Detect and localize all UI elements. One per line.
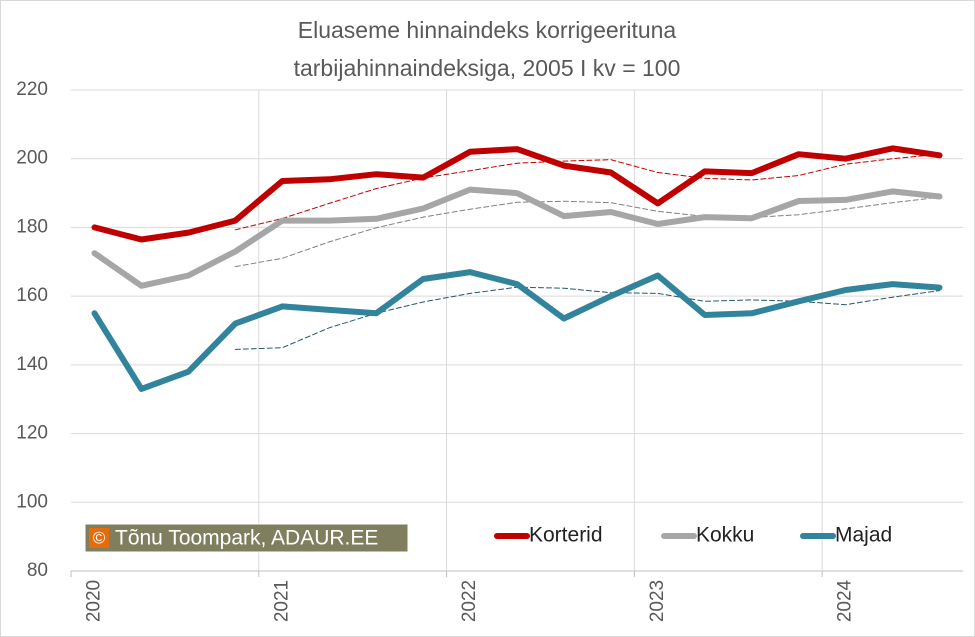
lines	[91, 145, 943, 392]
y-tick-label: 140	[16, 354, 48, 375]
x-tick-label: 2024	[835, 579, 856, 622]
trend-line	[234, 153, 940, 231]
chart-title: Eluaseme hinnaindeks korrigeerituna	[298, 17, 677, 43]
credit-icon	[89, 528, 109, 548]
legend-label: Korterid	[529, 524, 603, 547]
y-tick-label: 180	[16, 216, 48, 237]
credit-text: Tõnu Toompark, ADAUR.EE	[115, 527, 378, 550]
x-tick-label: 2020	[83, 580, 104, 622]
trend-line	[234, 286, 940, 350]
trend-line	[234, 196, 940, 268]
y-tick-label: 80	[27, 560, 48, 581]
y-tick-label: 200	[16, 148, 48, 169]
x-tick-label: 2023	[647, 580, 668, 622]
grid: 80 100 120 140 160 180 200 220 2020 2021 2022 2023 2…	[16, 79, 963, 622]
y-tick-label: 160	[16, 285, 48, 306]
x-tick-label: 2021	[271, 580, 292, 622]
series-line	[91, 186, 943, 289]
credit-box	[84, 523, 409, 553]
chart-title: tarbijahinnaindeksiga, 2005 I kv = 100	[294, 55, 681, 81]
legend-label: Majad	[835, 524, 892, 547]
legend-label: Kokku	[696, 524, 754, 547]
series-line	[91, 145, 943, 243]
legend: Korterid Kokku Majad	[494, 524, 892, 547]
title-background	[238, 8, 738, 88]
credit-symbol: ©	[93, 528, 106, 547]
y-tick-label: 220	[16, 79, 48, 100]
series-line	[91, 269, 943, 392]
y-tick-label: 100	[16, 491, 48, 512]
y-tick-label: 120	[16, 423, 48, 444]
x-tick-label: 2022	[459, 580, 480, 622]
